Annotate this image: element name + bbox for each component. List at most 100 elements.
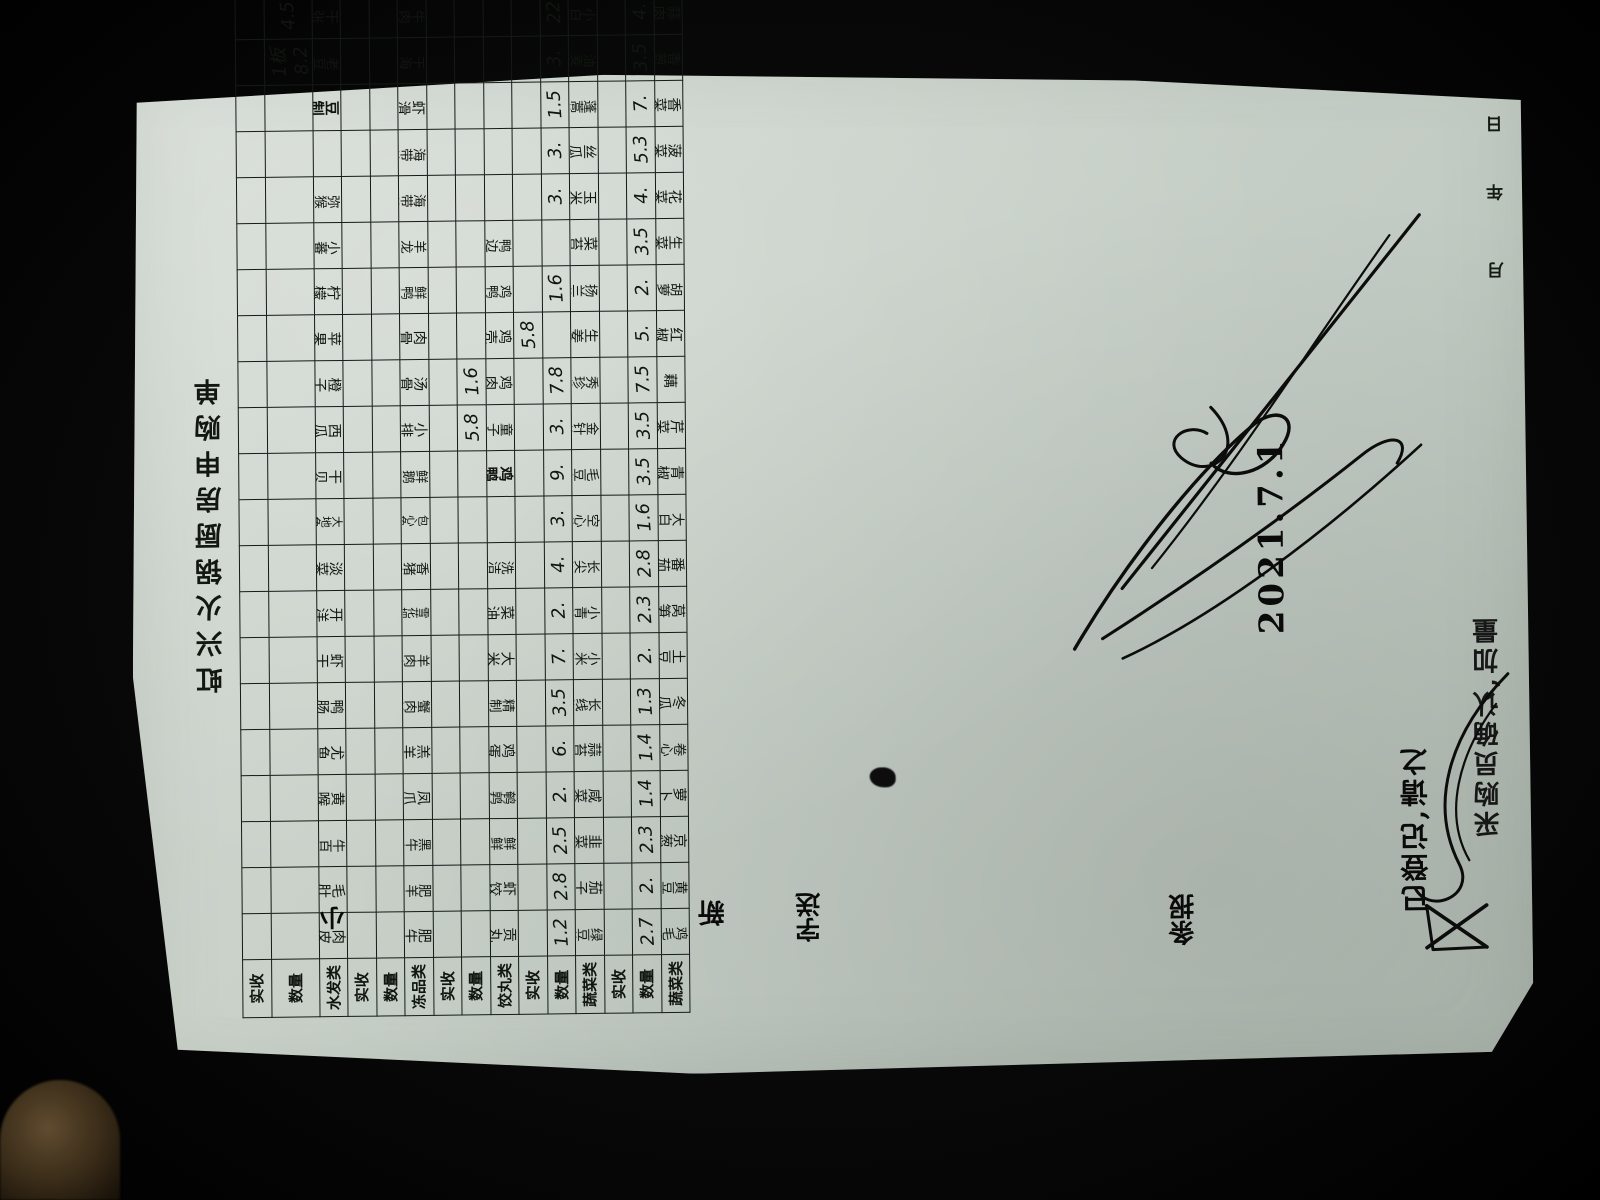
item-name-cell[interactable]: 黄豆芽 (660, 862, 690, 909)
quantity-cell[interactable]: 3.5 (623, 33, 656, 82)
item-name-cell[interactable]: 蓬蒿菜 (568, 81, 598, 128)
item-name-cell[interactable]: 鲜鸭肠 (399, 267, 428, 314)
quantity-cell[interactable] (373, 818, 406, 868)
item-name-cell[interactable]: 土豆 (658, 632, 688, 679)
item-name-cell[interactable]: 莴笋 (658, 586, 688, 633)
received-cell[interactable] (597, 264, 630, 313)
quantity-cell[interactable]: 3. (538, 126, 571, 175)
received-cell[interactable] (429, 680, 462, 729)
empty-cell[interactable] (312, 130, 342, 177)
quantity-cell[interactable]: 4. (624, 171, 657, 220)
quantity-cell[interactable] (266, 589, 319, 639)
quantity-cell[interactable]: 7. (542, 632, 575, 681)
quantity-cell[interactable] (265, 451, 317, 501)
item-name-cell[interactable]: 弥猴桃 (312, 176, 342, 223)
quantity-cell[interactable] (369, 266, 402, 316)
quantity-cell[interactable]: 2. (625, 263, 658, 312)
received-cell[interactable] (594, 0, 627, 37)
item-name-cell[interactable]: 鲜鲜肠 (488, 818, 518, 865)
quantity-cell[interactable]: 2.8 (544, 862, 577, 911)
item-name-cell[interactable]: 羊龙骨 (398, 221, 428, 268)
item-name-cell[interactable]: 西瓜 (314, 406, 344, 453)
received-cell[interactable] (515, 725, 548, 774)
quantity-cell[interactable] (263, 129, 315, 179)
quantity-cell[interactable] (370, 496, 403, 546)
item-name-cell[interactable]: 毛豆米 (571, 449, 601, 496)
item-name-cell[interactable]: 鸡肉 (485, 358, 515, 405)
item-name-cell[interactable]: 大白菜 (657, 494, 687, 541)
item-name-cell[interactable]: 京葱 (659, 816, 689, 863)
empty-cell[interactable] (486, 496, 516, 543)
received-cell[interactable] (597, 310, 630, 359)
received-cell[interactable] (338, 0, 371, 40)
item-name-cell[interactable]: 冬瓜 (658, 678, 688, 725)
item-name-cell[interactable]: 干贝 (315, 452, 344, 499)
item-name-cell[interactable]: 小蕃茄 (313, 222, 343, 269)
quantity-cell[interactable] (453, 173, 486, 222)
item-name-cell[interactable]: 丝瓜 (569, 127, 598, 174)
item-name-cell[interactable]: 开洋 (316, 590, 346, 637)
received-cell[interactable] (234, 84, 267, 133)
received-cell[interactable] (430, 818, 463, 867)
received-cell[interactable] (234, 176, 267, 225)
item-name-cell[interactable]: 花菜 (654, 172, 684, 219)
received-cell[interactable] (424, 128, 457, 177)
quantity-cell[interactable]: 2.7 (630, 907, 663, 956)
quantity-cell[interactable]: 1.4 (629, 769, 662, 818)
item-name-cell[interactable]: 胡萝卜 (655, 264, 685, 311)
received-cell[interactable] (511, 265, 544, 314)
quantity-cell[interactable] (459, 909, 492, 958)
item-name-cell[interactable]: 童子鸡 (485, 404, 515, 451)
item-name-cell[interactable]: 秀珍菇 (570, 357, 600, 404)
quantity-cell[interactable] (456, 449, 489, 498)
received-cell[interactable] (510, 81, 543, 130)
received-cell[interactable] (423, 0, 456, 39)
received-cell[interactable] (427, 450, 460, 499)
item-name-cell[interactable]: 蒜肉 (653, 0, 683, 35)
received-cell[interactable] (427, 404, 460, 453)
item-name-cell[interactable]: 凤爪 (403, 773, 432, 820)
item-name-cell[interactable]: 香菜 (654, 80, 684, 127)
item-name-cell[interactable]: 包心鱼丸 (400, 497, 430, 544)
received-cell[interactable] (235, 222, 268, 271)
received-cell[interactable] (239, 820, 272, 869)
quantity-cell[interactable] (373, 864, 406, 914)
received-cell[interactable] (430, 864, 463, 913)
quantity-cell[interactable] (452, 35, 485, 84)
item-name-cell[interactable]: 蒜苔 (573, 725, 603, 772)
empty-cell[interactable] (482, 36, 512, 83)
received-cell[interactable] (239, 728, 272, 777)
item-name-cell[interactable]: 大地鱼干 (315, 498, 345, 545)
quantity-cell[interactable]: 2. (542, 586, 575, 635)
received-cell[interactable] (233, 0, 266, 41)
quantity-cell[interactable] (263, 175, 315, 225)
quantity-cell[interactable] (268, 819, 320, 869)
quantity-cell[interactable]: 2.3 (629, 815, 662, 864)
received-cell[interactable] (602, 908, 635, 957)
received-cell[interactable] (600, 724, 633, 773)
quantity-cell[interactable] (454, 311, 487, 360)
received-cell[interactable] (425, 220, 458, 269)
item-name-cell[interactable]: 尤鱼 (317, 728, 347, 775)
quantity-cell[interactable]: 2.8 (627, 539, 660, 588)
item-name-cell[interactable]: 虾干 (316, 636, 346, 683)
received-cell[interactable] (595, 126, 628, 175)
item-name-cell[interactable]: 肥牛 (404, 911, 434, 958)
item-name-cell[interactable]: 肉骨 (399, 313, 429, 360)
quantity-cell[interactable]: 1.3 (628, 677, 661, 726)
received-cell[interactable] (237, 498, 270, 547)
received-cell[interactable] (597, 356, 630, 405)
item-name-cell[interactable]: 鸭边腿 (484, 220, 514, 267)
received-cell[interactable] (237, 544, 270, 593)
received-cell[interactable] (426, 358, 459, 407)
item-name-cell[interactable]: 老豆腐 (311, 38, 341, 85)
item-name-cell[interactable]: 绿豆芽 (575, 909, 605, 956)
received-cell[interactable] (236, 406, 269, 455)
quantity-cell[interactable]: 2. (628, 631, 661, 680)
empty-cell[interactable] (483, 128, 513, 175)
received-cell[interactable] (342, 451, 375, 500)
item-name-cell[interactable]: 鸭肠 (316, 682, 346, 729)
received-cell[interactable] (240, 912, 273, 961)
quantity-cell[interactable]: 3. (539, 172, 572, 221)
received-cell[interactable] (598, 402, 631, 451)
